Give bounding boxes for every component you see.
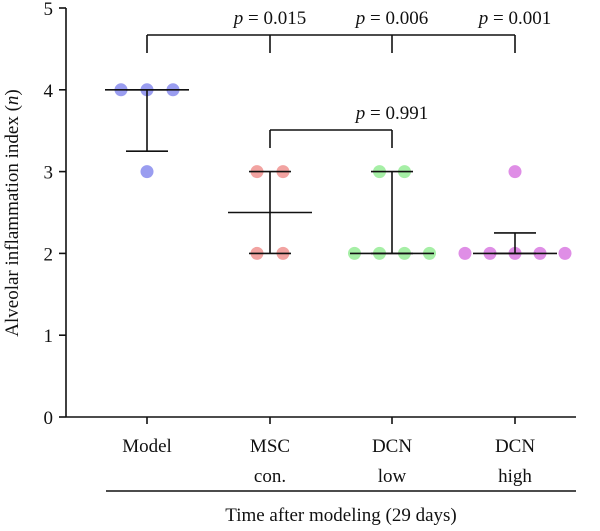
category-label-2-1: low [378,466,407,487]
y-tick-label-2: 2 [44,244,54,265]
p-number: = 0.001 [488,8,551,29]
p-number: = 0.006 [365,8,428,29]
y-axis-title-var: n [2,96,23,106]
data-point-3-4 [558,246,572,260]
category-label-3-1: high [498,466,532,487]
category-label-3-0: DCN [495,436,535,457]
p-symbol: p [354,8,366,29]
p-value-label-0-1: p = 0.015 [232,8,306,29]
p-value-label-1-2: p = 0.991 [354,103,428,124]
p-number: = 0.015 [243,8,306,29]
data-point-0-0 [140,165,154,179]
y-axis-title-main: Alveolar inflammation index ( [2,105,23,337]
data-point-3-0 [458,246,472,260]
category-label-1-1: con. [254,466,286,487]
plot-area: 0 1 2 3 4 5 Model MSC con. DCN low DCN high p = 0.015… [44,0,576,492]
y-tick-label-4: 4 [44,81,54,102]
p-symbol: p [232,8,244,29]
category-label-1-0: MSC [250,436,290,457]
x-axis-title: Time after modeling (29 days) [225,505,456,526]
category-label-2-0: DCN [372,436,412,457]
p-value-label-0-2: p = 0.006 [354,8,428,29]
data-point-3-5 [508,165,522,179]
y-tick-label-1: 1 [44,326,54,347]
p-value-label-0-3: p = 0.001 [477,8,551,29]
y-axis-title: Alveolar inflammation index (n) [2,89,23,336]
y-tick-label-5: 5 [44,0,54,20]
category-label-0-0: Model [122,436,172,457]
y-tick-label-0: 0 [44,408,54,429]
p-number: = 0.991 [365,103,428,124]
y-tick-label-3: 3 [44,163,54,184]
p-symbol: p [354,103,366,124]
y-axis-title-close: ) [2,89,23,95]
p-symbol: p [477,8,489,29]
